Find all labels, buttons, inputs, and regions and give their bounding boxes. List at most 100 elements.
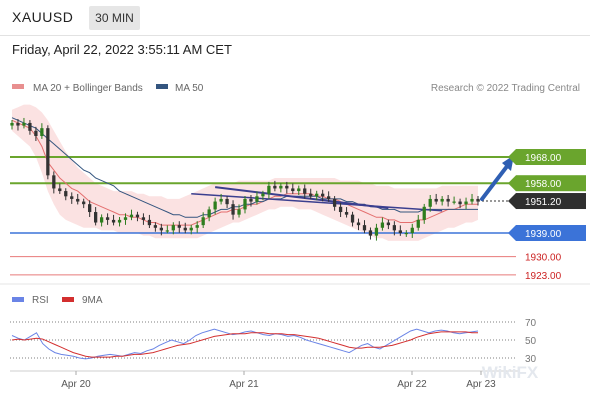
candle-body <box>237 209 241 215</box>
candle-body <box>213 201 217 210</box>
candle-body <box>291 188 295 192</box>
candle-body <box>58 188 62 192</box>
candle-body <box>10 122 14 126</box>
candle-body <box>99 217 104 223</box>
candle-body <box>350 214 355 223</box>
candle-body <box>40 128 44 137</box>
level-label-1939.00: 1939.00 <box>525 229 562 240</box>
candle-body <box>458 201 462 205</box>
level-lines <box>10 156 516 276</box>
bollinger-band-area <box>12 104 478 241</box>
legend-rsi-label: RSI <box>32 295 49 306</box>
candle-body <box>249 198 253 202</box>
candle-body <box>410 227 414 233</box>
candle-body <box>261 193 265 197</box>
rsi-axis-ticks: 70 50 30 <box>525 318 537 365</box>
candle-body <box>446 198 450 202</box>
candle-body <box>255 196 259 202</box>
candle-body <box>16 122 20 126</box>
candle-body <box>309 193 313 197</box>
candle-body <box>183 227 187 231</box>
candle-body <box>476 198 480 202</box>
rsi-gridlines <box>10 321 516 359</box>
candles <box>10 117 480 241</box>
trendline-lower <box>191 192 443 212</box>
candle-body <box>225 198 229 205</box>
top-bar: XAUUSD 30 MIN <box>0 0 590 36</box>
candle-body <box>362 225 367 231</box>
candle-body <box>22 122 26 126</box>
candle-body <box>279 185 283 189</box>
candle-body <box>111 219 116 223</box>
level-label-pointer-1958.00 <box>508 175 516 192</box>
current-price-bg <box>516 193 586 210</box>
candle-body <box>422 206 426 220</box>
candle-body <box>76 198 80 202</box>
candle-body <box>404 233 408 235</box>
candle-body <box>267 185 271 194</box>
legend-ma50-label: MA 50 <box>175 83 204 94</box>
level-label-bg-1939.00 <box>516 225 586 241</box>
legend-swatch-ma20 <box>12 84 24 89</box>
symbol-label: XAUUSD <box>12 9 74 25</box>
timestamp: Friday, April 22, 2022 3:55:11 AM CET <box>12 42 232 57</box>
x-tick-label: Apr 22 <box>397 379 427 390</box>
candle-body <box>123 217 128 220</box>
candle-body <box>117 219 122 223</box>
candle-body <box>153 225 158 228</box>
candle-body <box>374 227 379 236</box>
x-tick-label: Apr 23 <box>466 379 496 390</box>
x-tick-label: Apr 21 <box>229 379 259 390</box>
candle-body <box>93 212 98 223</box>
candle-body <box>147 219 152 226</box>
candle-body <box>344 212 349 215</box>
current-price-pointer <box>508 193 516 210</box>
candle-body <box>380 222 385 228</box>
candle-body <box>105 217 110 220</box>
candle-body <box>392 225 397 231</box>
candle-body <box>470 198 474 202</box>
candle-body <box>219 198 223 202</box>
trend-lines <box>191 186 443 212</box>
candle-body <box>297 188 301 192</box>
level-label-pointer-1968.00 <box>508 149 516 165</box>
level-label-1958.00: 1958.00 <box>525 179 562 190</box>
level-label-1923.00: 1923.00 <box>525 271 562 282</box>
legend-swatch-ma50 <box>156 84 168 89</box>
candle-body <box>195 225 199 228</box>
current-price-label: 1951.20 <box>525 197 562 208</box>
top-divider <box>0 35 590 36</box>
candle-body <box>356 222 361 226</box>
candle-body <box>303 188 307 194</box>
candle-body <box>434 198 438 202</box>
candle-body <box>464 201 468 205</box>
candle-body <box>338 206 343 213</box>
candle-body <box>34 130 38 137</box>
candle-body <box>189 227 193 231</box>
candle-body <box>326 196 331 199</box>
forecast-arrow-shaft <box>480 163 510 202</box>
level-label-bg-1968.00 <box>516 149 586 165</box>
main-legend: MA 20 + Bollinger Bands MA 50 <box>12 83 204 94</box>
candle-body <box>159 227 164 231</box>
candle-body <box>129 214 134 218</box>
candle-body <box>428 198 432 207</box>
candle-body <box>52 175 56 189</box>
candle-body <box>452 201 456 203</box>
candle-body <box>368 230 373 236</box>
candle-body <box>273 185 277 189</box>
rsi-line <box>11 328 479 360</box>
rsi-tick-50: 50 <box>525 336 537 347</box>
rsi-tick-30: 30 <box>525 354 537 365</box>
rsi-lines <box>11 328 479 360</box>
level-label-1968.00: 1968.00 <box>525 153 562 164</box>
candle-body <box>46 128 50 176</box>
timeframe-button[interactable]: 30 MIN <box>89 6 140 30</box>
rsi-9ma-line <box>11 331 478 358</box>
level-label-1930.00: 1930.00 <box>525 253 562 264</box>
candle-body <box>201 217 205 226</box>
level-labels: 1968.00 1958.00 1939.00 1930.00 1923.00 1951.… <box>508 149 586 282</box>
candle-body <box>332 198 337 207</box>
candle-body <box>88 204 92 213</box>
